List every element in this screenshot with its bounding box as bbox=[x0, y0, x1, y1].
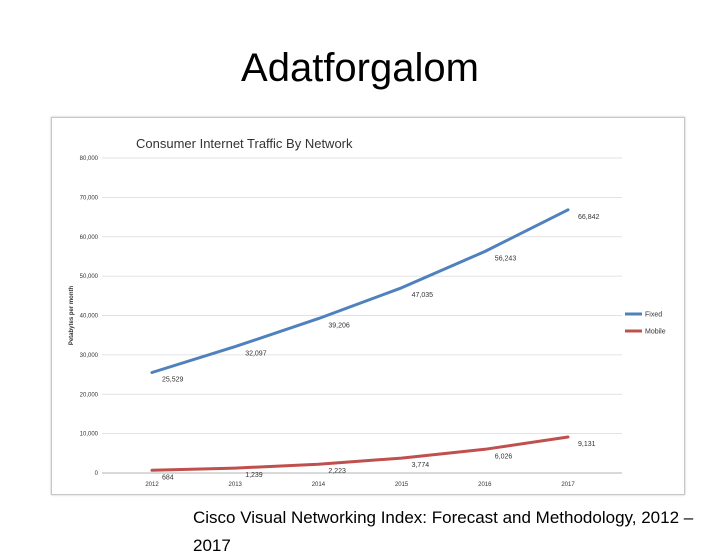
data-label: 9,131 bbox=[578, 441, 596, 448]
data-label: 1,239 bbox=[245, 472, 263, 479]
y-axis-label: Petabytes per month bbox=[69, 285, 75, 345]
y-tick-label: 0 bbox=[95, 471, 99, 477]
line-chart: Consumer Internet Traffic By Network 0 10… bbox=[52, 118, 684, 494]
data-label: 684 bbox=[162, 474, 174, 481]
data-label: 2,223 bbox=[328, 468, 346, 475]
data-label: 39,206 bbox=[328, 323, 350, 330]
y-tick-label: 10,000 bbox=[80, 432, 99, 438]
y-tick-label: 40,000 bbox=[80, 314, 99, 320]
legend: Fixed Mobile bbox=[625, 312, 666, 336]
x-tick-label: 2016 bbox=[478, 482, 492, 488]
legend-label: Mobile bbox=[645, 329, 666, 336]
y-tick-label: 70,000 bbox=[80, 195, 99, 201]
y-axis-ticks: 0 10,000 20,000 30,000 40,000 50,000 60,000 70,… bbox=[80, 156, 99, 477]
chart-frame: Consumer Internet Traffic By Network 0 10… bbox=[51, 117, 685, 495]
slide-title: Adatforgalom bbox=[0, 40, 720, 96]
y-tick-label: 50,000 bbox=[80, 274, 99, 280]
source-caption: Cisco Visual Networking Index: Forecast … bbox=[193, 504, 713, 560]
x-tick-label: 2013 bbox=[229, 482, 243, 488]
y-tick-label: 20,000 bbox=[80, 392, 99, 398]
x-tick-label: 2014 bbox=[312, 482, 326, 488]
y-tick-label: 80,000 bbox=[80, 156, 99, 162]
data-label: 32,097 bbox=[245, 351, 267, 358]
series bbox=[152, 210, 568, 471]
data-label: 56,243 bbox=[495, 256, 517, 263]
chart-title: Consumer Internet Traffic By Network bbox=[136, 136, 353, 151]
y-tick-label: 30,000 bbox=[80, 353, 99, 359]
y-tick-label: 60,000 bbox=[80, 235, 99, 241]
data-label: 47,035 bbox=[412, 292, 434, 299]
x-tick-label: 2017 bbox=[561, 482, 575, 488]
gridlines bbox=[102, 158, 622, 473]
data-label: 25,529 bbox=[162, 376, 184, 383]
x-axis-ticks: 2012 2013 2014 2015 2016 2017 bbox=[145, 482, 575, 488]
x-tick-label: 2012 bbox=[145, 482, 159, 488]
data-label: 66,842 bbox=[578, 214, 600, 221]
data-label: 3,774 bbox=[412, 462, 430, 469]
legend-label: Fixed bbox=[645, 312, 662, 319]
series-line-fixed bbox=[152, 210, 568, 373]
x-tick-label: 2015 bbox=[395, 482, 409, 488]
data-label: 6,026 bbox=[495, 453, 513, 460]
